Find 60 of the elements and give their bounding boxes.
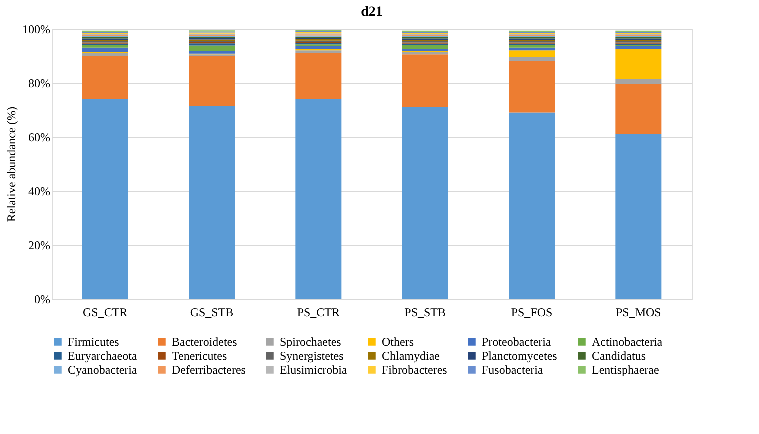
legend-label: Lentisphaerae <box>592 363 660 377</box>
bar <box>296 53 342 100</box>
bar <box>509 45 555 48</box>
bar <box>82 45 128 48</box>
legend-label: Synergistetes <box>280 349 344 363</box>
bar <box>189 51 235 54</box>
bar <box>82 56 128 100</box>
bar <box>402 52 448 55</box>
bar <box>296 99 342 299</box>
legend-label: Euryarchaeota <box>68 349 138 363</box>
y-axis-title: Relative abundance (%) <box>4 106 19 222</box>
bar <box>509 112 555 299</box>
bar <box>616 49 662 79</box>
bar <box>189 106 235 299</box>
legend-label: Deferribacteres <box>172 363 246 377</box>
legend-label: Fibrobacteres <box>382 363 448 377</box>
bar <box>82 99 128 299</box>
x-tick-label: PS_MOS <box>616 306 662 320</box>
legend-label: Chlamydiae <box>382 349 440 363</box>
legend-label: Others <box>382 335 414 349</box>
bar <box>189 56 235 106</box>
x-tick-label: PS_CTR <box>297 306 340 320</box>
y-tick-label: 20% <box>28 238 50 252</box>
bar <box>509 50 555 58</box>
x-tick-label: GS_STB <box>190 306 234 320</box>
legend-label: Cyanobacteria <box>68 363 138 377</box>
bar <box>616 46 662 50</box>
legend-label: Firmicutes <box>68 335 120 349</box>
legend-label: Proteobacteria <box>482 335 552 349</box>
x-tick-label: PS_STB <box>404 306 446 320</box>
bar <box>509 61 555 113</box>
legend-label: Elusimicrobia <box>280 363 348 377</box>
bar <box>616 78 662 84</box>
bar <box>296 46 342 50</box>
bar <box>402 54 448 108</box>
legend-label: Tenericutes <box>172 349 228 363</box>
bar <box>509 48 555 51</box>
bar <box>189 46 235 52</box>
bar <box>296 50 342 54</box>
x-tick-label: GS_CTR <box>82 306 128 320</box>
bar <box>616 134 662 299</box>
legend-label: Candidatus <box>592 349 646 363</box>
bar <box>616 84 662 134</box>
legend-label: Fusobacteria <box>482 363 544 377</box>
bar <box>402 107 448 299</box>
x-tick-label: PS_FOS <box>511 306 553 320</box>
y-tick-label: 100% <box>22 22 50 36</box>
y-tick-label: 40% <box>28 184 50 198</box>
legend-label: Spirochaetes <box>280 335 342 349</box>
bar <box>402 45 448 50</box>
legend-label: Bacteroidetes <box>172 335 238 349</box>
y-tick-label: 60% <box>28 130 50 144</box>
y-tick-label: 80% <box>28 76 50 90</box>
bar <box>82 53 128 56</box>
legend-label: Planctomycetes <box>482 349 558 363</box>
bar <box>82 48 128 52</box>
chart-title: d21 <box>361 5 383 20</box>
legend-label: Actinobacteria <box>592 335 664 349</box>
bar <box>509 57 555 62</box>
y-tick-label: 0% <box>34 292 50 306</box>
